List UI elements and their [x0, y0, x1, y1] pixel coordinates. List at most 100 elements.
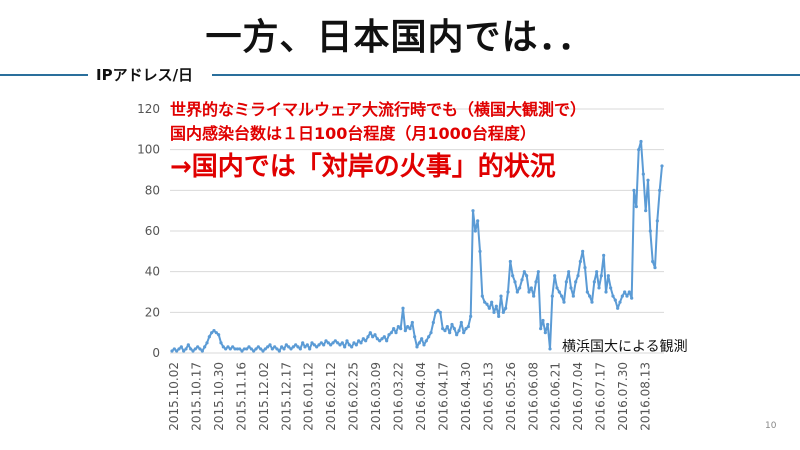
data-point — [361, 337, 365, 341]
data-point — [359, 341, 363, 345]
x-tick-label: 2016.04.30 — [459, 362, 473, 431]
x-tick-label: 2015.12.17 — [279, 362, 293, 431]
data-point — [331, 341, 335, 345]
data-point — [651, 259, 655, 264]
data-point — [219, 341, 223, 345]
data-point — [357, 339, 361, 343]
data-point — [172, 347, 176, 351]
data-point — [630, 296, 634, 300]
x-tick-label: 2016.04.17 — [436, 362, 450, 431]
y-tick-label: 0 — [152, 346, 160, 360]
data-point — [648, 229, 652, 233]
data-point — [550, 294, 554, 298]
data-point — [336, 341, 340, 345]
data-point — [487, 306, 491, 310]
data-point — [212, 329, 216, 333]
data-point — [427, 335, 431, 339]
data-point — [553, 274, 557, 278]
data-point — [366, 335, 370, 339]
data-point — [564, 280, 568, 284]
data-point — [476, 219, 480, 223]
x-tick-label: 2016.01.12 — [302, 362, 316, 431]
annotation-line-2: 国内感染台数は１日100台程度（月1000台程度） — [170, 124, 536, 143]
data-point — [273, 345, 277, 349]
data-point — [618, 300, 622, 304]
data-point — [224, 347, 228, 351]
data-point — [254, 347, 258, 351]
data-point — [546, 322, 550, 327]
page-number: 10 — [765, 421, 777, 431]
data-point — [200, 349, 204, 353]
x-tick-label: 2016.07.04 — [571, 362, 585, 431]
data-point — [634, 205, 638, 209]
data-point — [310, 341, 314, 345]
data-point — [282, 347, 286, 351]
y-tick-label: 100 — [137, 143, 160, 157]
data-point — [604, 290, 608, 294]
data-point — [581, 249, 585, 253]
data-point — [221, 345, 225, 349]
data-point — [329, 343, 333, 347]
data-point — [567, 270, 571, 274]
data-point — [343, 345, 347, 349]
data-point — [548, 347, 552, 351]
data-point — [315, 345, 319, 349]
data-point — [406, 324, 410, 329]
data-point — [324, 339, 328, 343]
data-point — [193, 347, 197, 351]
data-point — [555, 286, 559, 290]
data-point — [576, 274, 580, 278]
data-point — [233, 347, 237, 351]
data-point — [578, 259, 582, 264]
data-point — [571, 294, 575, 298]
data-point — [238, 347, 242, 351]
data-point — [417, 341, 421, 345]
data-point — [485, 302, 489, 306]
data-point — [422, 343, 426, 347]
x-tick-label: 2016.05.13 — [481, 362, 495, 431]
data-point — [261, 349, 265, 353]
data-point — [231, 345, 235, 349]
data-point — [646, 178, 650, 182]
data-point — [345, 339, 349, 343]
data-point — [658, 188, 662, 192]
data-point — [228, 347, 232, 351]
x-tick-label: 2015.12.02 — [257, 362, 271, 431]
y-tick-label: 120 — [137, 102, 160, 116]
data-point — [590, 300, 594, 304]
data-point — [504, 306, 508, 310]
data-point — [312, 343, 316, 347]
data-point — [534, 280, 538, 284]
data-point — [616, 306, 620, 310]
data-point — [501, 310, 505, 314]
data-point — [203, 345, 207, 349]
data-point — [245, 347, 249, 351]
data-point — [291, 345, 295, 349]
data-point — [492, 310, 496, 314]
data-point — [431, 320, 435, 325]
data-point — [186, 343, 190, 347]
data-point — [569, 286, 573, 290]
data-point — [585, 290, 589, 294]
data-point — [350, 345, 354, 349]
data-point — [420, 337, 424, 341]
data-point — [450, 322, 454, 327]
data-point — [170, 349, 174, 353]
data-point — [539, 327, 543, 331]
data-point — [259, 347, 263, 351]
data-point — [429, 331, 433, 335]
data-point — [415, 345, 419, 349]
data-point — [506, 290, 510, 294]
data-point — [242, 347, 246, 351]
data-point — [322, 343, 326, 347]
data-point — [452, 327, 456, 331]
data-point — [378, 339, 382, 343]
data-point — [532, 294, 536, 298]
data-point — [184, 347, 188, 351]
x-tick-label: 2016.07.17 — [594, 362, 608, 431]
data-point — [520, 278, 524, 282]
data-point — [338, 343, 342, 347]
x-tick-label: 2015.11.16 — [234, 362, 248, 431]
x-tick-label: 2016.06.21 — [549, 362, 563, 431]
data-point — [413, 335, 417, 339]
